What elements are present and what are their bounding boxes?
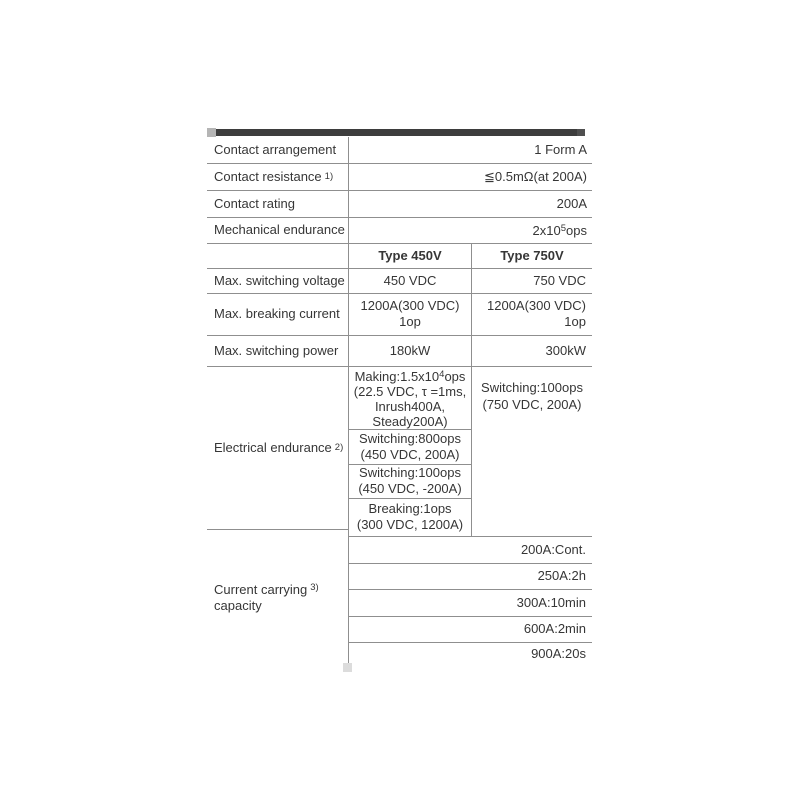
row-current-carrying-label: Current carrying 3) capacity — [214, 529, 350, 665]
value-text: 600A:2min — [523, 621, 586, 636]
table-line — [207, 243, 592, 244]
row-contact-resistance-label: Contact resistance 1) — [214, 163, 348, 190]
row-contact-rating-value: 200A — [355, 190, 587, 217]
label-text: Contact arrangement — [214, 142, 337, 157]
endurance-breaking-cell: Breaking:1ops (300 VDC, 1200A) — [349, 498, 471, 536]
label-text: Max. breaking current — [214, 306, 340, 321]
table-line — [348, 616, 592, 617]
selection-handle-square — [343, 663, 352, 672]
column-divider-2 — [471, 243, 472, 536]
label-text: Electrical endurance — [214, 439, 332, 455]
footnote-marker: 2) — [334, 441, 344, 453]
table-line — [207, 217, 592, 218]
endurance-making-cell: Making:1.5x104ops (22.5 VDC, τ =1ms, Inr… — [349, 366, 471, 429]
label-text: Mechanical endurance — [214, 222, 345, 237]
superscript: 4 — [439, 368, 445, 380]
value-text: Breaking:1ops (300 VDC, 1200A) — [356, 501, 464, 532]
current-carrying-row-900a: 900A:20s — [355, 642, 586, 665]
footnote-marker: 3) — [310, 582, 319, 593]
value-text: 900A:20s — [531, 645, 586, 661]
value-text: 250A:2h — [537, 568, 586, 583]
switching-voltage-750: 750 VDC — [472, 268, 586, 293]
label-text: Max. switching power — [214, 342, 339, 358]
row-switching-power-label: Max. switching power — [214, 335, 348, 366]
column-header-type-750v: Type 750V — [472, 243, 592, 268]
header-bar — [216, 129, 577, 136]
endurance-switching-100-cell: Switching:100ops (450 VDC, -200A) — [349, 464, 471, 498]
value-text: 1 Form A — [534, 142, 587, 157]
table-line — [348, 589, 592, 590]
row-mechanical-endurance-label: Mechanical endurance — [214, 217, 348, 243]
footnote-marker: 1) — [324, 170, 334, 182]
row-breaking-current-label: Max. breaking current — [214, 293, 348, 335]
value-text: 300kW — [545, 342, 586, 358]
value-text: 1200A(300 VDC) 1op — [487, 298, 586, 329]
column-divider-1 — [348, 137, 349, 664]
table-line — [207, 529, 348, 530]
switching-power-450: 180kW — [349, 335, 471, 366]
current-carrying-row-200a: 200A:Cont. — [355, 536, 586, 563]
switching-power-750: 300kW — [472, 335, 586, 366]
header-text: Type 450V — [378, 247, 442, 263]
value-text: 180kW — [389, 342, 431, 358]
value-text: 750 VDC — [533, 272, 586, 288]
label-text: Max. switching voltage — [214, 272, 345, 288]
table-line — [348, 563, 592, 564]
table-line — [207, 335, 592, 336]
label-text: Current carrying 3) capacity — [214, 582, 319, 613]
current-carrying-row-250a: 250A:2h — [355, 563, 586, 589]
column-header-type-450v: Type 450V — [349, 243, 471, 268]
table-line — [207, 293, 592, 294]
row-contact-rating-label: Contact rating — [214, 190, 348, 217]
current-carrying-row-600a: 600A:2min — [355, 616, 586, 642]
row-switching-voltage-label: Max. switching voltage — [214, 268, 348, 293]
value-text: 1200A(300 VDC) 1op — [360, 298, 460, 329]
row-contact-arrangement-value: 1 Form A — [355, 137, 587, 163]
current-carrying-row-300a: 300A:10min — [355, 589, 586, 616]
row-mechanical-endurance-value: 2x105ops — [355, 217, 587, 243]
table-line — [348, 536, 592, 537]
value-text: 200A:Cont. — [520, 541, 586, 557]
endurance-750v-cell: Switching:100ops (750 VDC, 200A) — [472, 379, 592, 413]
value-text: 200A — [556, 195, 587, 211]
value-text: 300A:10min — [516, 594, 586, 610]
table-line — [207, 190, 592, 191]
value-text: Switching:100ops (450 VDC, -200A) — [358, 465, 462, 496]
value-text: Switching:100ops (750 VDC, 200A) — [481, 380, 583, 412]
row-contact-resistance-value: ≦0.5mΩ(at 200A) — [355, 163, 587, 190]
table-line — [348, 429, 471, 430]
table-line — [207, 366, 592, 367]
value-text: 2x105ops — [532, 223, 587, 238]
label-text: Contact resistance — [214, 168, 322, 184]
endurance-switching-800-cell: Switching:800ops (450 VDC, 200A) — [349, 429, 471, 464]
table-line — [348, 642, 592, 643]
table-line — [348, 498, 471, 499]
value-text: Switching:800ops (450 VDC, 200A) — [359, 430, 461, 462]
table-line — [348, 464, 471, 465]
superscript: 5 — [560, 223, 567, 234]
value-text: 450 VDC — [383, 272, 437, 288]
value-text: ≦0.5mΩ(at 200A) — [484, 168, 587, 184]
value-text: Making:1.5x104ops (22.5 VDC, τ =1ms, Inr… — [353, 368, 467, 429]
row-contact-arrangement-label: Contact arrangement — [214, 137, 348, 163]
header-text: Type 750V — [500, 247, 564, 263]
switching-voltage-450: 450 VDC — [349, 268, 471, 293]
label-text: Contact rating — [214, 195, 295, 211]
breaking-current-750: 1200A(300 VDC) 1op — [472, 293, 586, 335]
row-electrical-endurance-label: Electrical endurance 2) — [214, 366, 350, 529]
table-line — [207, 268, 592, 269]
header-bar-accent-square — [207, 128, 216, 137]
table-line — [207, 163, 592, 164]
breaking-current-450: 1200A(300 VDC) 1op — [349, 293, 471, 335]
header-bar-cap — [577, 129, 585, 136]
